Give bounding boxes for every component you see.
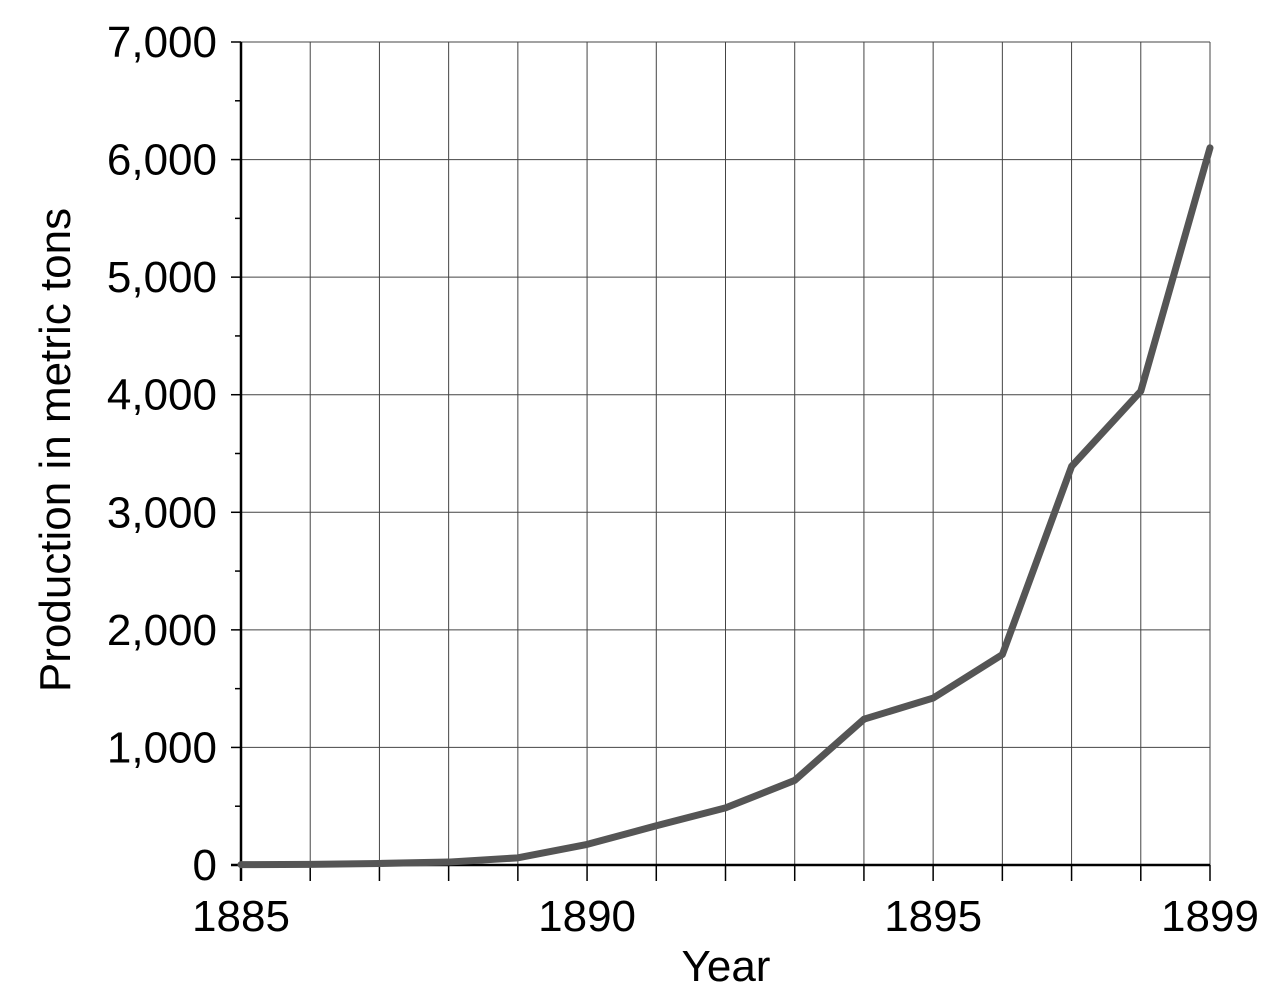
- data-point: [792, 778, 797, 783]
- x-axis-label: Year: [682, 942, 771, 991]
- y-tick-label: 6,000: [107, 136, 217, 185]
- data-point: [377, 861, 382, 866]
- x-tick-labels: 1885 1890 1895 1899: [192, 892, 1259, 941]
- data-point: [1069, 464, 1074, 469]
- data-point: [654, 823, 659, 828]
- y-tick-label: 5,000: [107, 253, 217, 302]
- data-point: [446, 860, 451, 865]
- data-point: [515, 855, 520, 860]
- y-tick-label: 7,000: [107, 18, 217, 67]
- axes: [231, 41, 1211, 881]
- grid: [241, 41, 1211, 865]
- data-point: [1000, 652, 1005, 657]
- data-point: [239, 862, 243, 867]
- x-tick-label: 1885: [192, 892, 290, 941]
- y-tick-label: 0: [193, 841, 217, 890]
- data-point: [931, 696, 936, 701]
- x-tick-label: 1899: [1161, 892, 1259, 941]
- x-tick-label: 1890: [538, 892, 636, 941]
- data-point: [723, 805, 728, 810]
- data-point: [1138, 389, 1143, 394]
- y-tick-label: 2,000: [107, 606, 217, 655]
- data-point: [308, 862, 313, 867]
- y-axis-label: Production in metric tons: [31, 208, 80, 692]
- data-point: [585, 842, 590, 847]
- y-tick-labels: 0 1,000 2,000 3,000 4,000 5,000 6,000 7,000: [107, 18, 217, 890]
- y-tick-label: 1,000: [107, 723, 217, 772]
- data-point: [861, 717, 866, 722]
- y-tick-label: 3,000: [107, 488, 217, 537]
- series-layer: [237, 144, 1214, 869]
- data-point: [1208, 145, 1212, 150]
- y-tick-label: 4,000: [107, 371, 217, 420]
- x-tick-label: 1895: [884, 892, 982, 941]
